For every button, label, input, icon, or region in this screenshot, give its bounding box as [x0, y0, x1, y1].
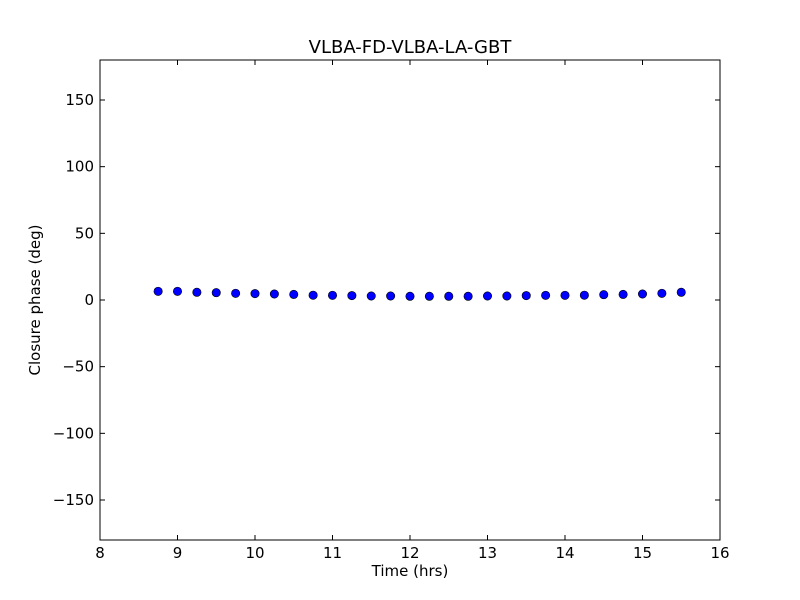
y-tick-label: 0 [84, 291, 94, 309]
x-axis-label: Time (hrs) [371, 562, 449, 580]
data-point [211, 288, 221, 298]
y-tick-label: −150 [53, 491, 94, 509]
data-point [657, 288, 667, 298]
y-tick-label: −100 [53, 424, 94, 442]
y-tick-label: 50 [75, 224, 94, 242]
x-tick-label: 15 [633, 544, 652, 562]
data-point [637, 289, 647, 299]
data-point [618, 289, 628, 299]
data-point [308, 290, 318, 300]
x-tick-label: 16 [710, 544, 729, 562]
x-tick-label: 12 [400, 544, 419, 562]
data-point [444, 291, 454, 301]
x-tick-label: 13 [478, 544, 497, 562]
data-point [541, 290, 551, 300]
axis-ticks: 8 9 10 11 12 13 14 15 16 −150 −100 −50 0 50 100 150 [53, 60, 730, 562]
x-tick-label: 11 [323, 544, 342, 562]
x-tick-label: 10 [245, 544, 264, 562]
data-point [327, 290, 337, 300]
data-point [560, 290, 570, 300]
x-tick-label: 14 [555, 544, 574, 562]
data-point [366, 291, 376, 301]
x-tick-label: 8 [95, 544, 105, 562]
data-point [521, 291, 531, 301]
y-tick-label: −50 [62, 358, 94, 376]
data-point [173, 286, 183, 296]
y-axis-label: Closure phase (deg) [26, 225, 44, 376]
data-point [231, 288, 241, 298]
data-point [386, 291, 396, 301]
data-point [599, 290, 609, 300]
data-point [579, 290, 589, 300]
data-points [153, 286, 686, 301]
y-tick-label: 100 [65, 158, 94, 176]
data-point [463, 291, 473, 301]
data-point [347, 291, 357, 301]
data-point [153, 286, 163, 296]
data-point [269, 289, 279, 299]
data-point [482, 291, 492, 301]
chart-title: VLBA-FD-VLBA-LA-GBT [309, 37, 513, 58]
data-point [192, 287, 202, 297]
y-tick-label: 150 [65, 91, 94, 109]
data-point [405, 291, 415, 301]
data-point [424, 291, 434, 301]
data-point [250, 289, 260, 299]
x-tick-label: 9 [173, 544, 183, 562]
data-point [676, 287, 686, 297]
data-point [502, 291, 512, 301]
data-point [289, 289, 299, 299]
